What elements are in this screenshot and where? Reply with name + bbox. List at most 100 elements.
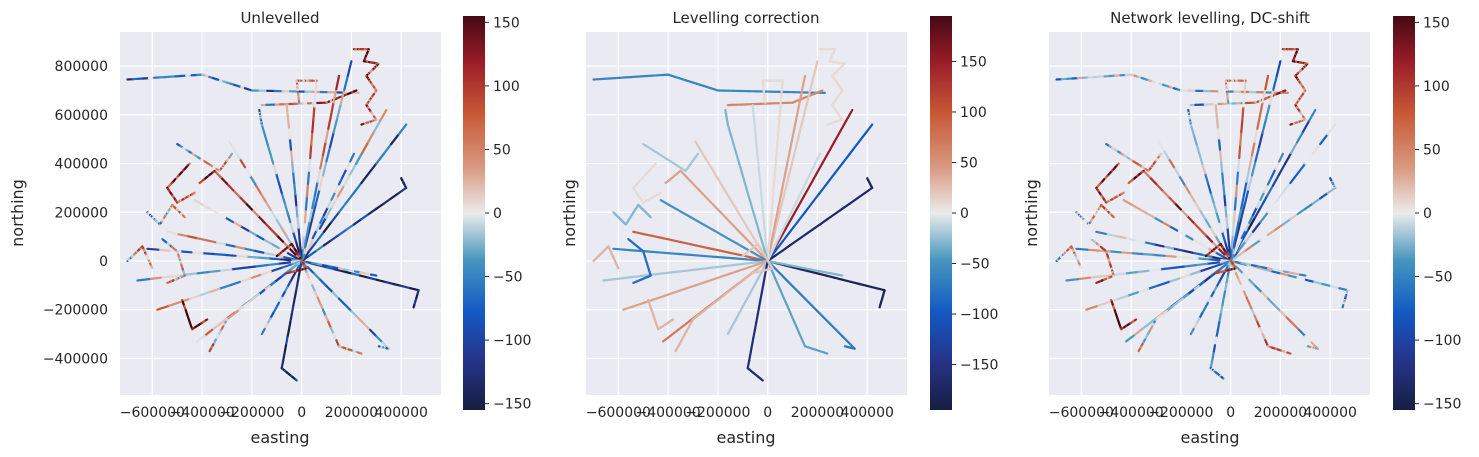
survey-line-segment: [343, 74, 349, 91]
survey-line-segment: [1214, 234, 1222, 246]
survey-line-segment: [352, 181, 363, 194]
survey-line-segment: [233, 245, 246, 250]
survey-line-segment: [750, 336, 755, 347]
survey-line-segment: [277, 261, 291, 265]
survey-line-segment: [810, 303, 819, 313]
survey-line-segment: [159, 275, 174, 279]
survey-line-segment: [1211, 351, 1215, 362]
survey-line-segment: [1079, 265, 1083, 270]
survey-line-segment: [808, 270, 819, 275]
survey-line-segment: [293, 290, 298, 301]
survey-line-segment: [335, 74, 341, 91]
survey-line-segment: [808, 173, 818, 187]
x-axis-label: easting: [1181, 428, 1240, 447]
survey-line-segment: [1219, 305, 1224, 316]
survey-line-segment: [1095, 281, 1099, 284]
survey-line-segment: [780, 188, 787, 205]
survey-line-segment: [653, 294, 666, 301]
survey-line-segment: [308, 278, 314, 287]
survey-line-segment: [796, 233, 807, 242]
plot-area: [586, 32, 907, 395]
survey-line-segment: [1095, 230, 1108, 235]
x-tick-label: −600000: [120, 405, 185, 421]
survey-line-segment: [856, 133, 866, 146]
survey-line-segment: [1207, 258, 1221, 262]
survey-line-segment: [832, 130, 842, 144]
survey-line-segment: [283, 201, 289, 214]
survey-line-segment: [1198, 208, 1207, 220]
survey-line-segment: [266, 143, 272, 155]
survey-line-segment: [824, 352, 829, 355]
survey-line-segment: [319, 302, 325, 311]
survey-line-segment: [787, 160, 794, 177]
survey-line-segment: [1231, 221, 1236, 237]
survey-line-segment: [334, 183, 341, 194]
survey-line-segment: [625, 275, 640, 279]
survey-line-segment: [166, 281, 170, 284]
survey-line-segment: [1174, 255, 1188, 259]
survey-line-segment: [763, 226, 767, 240]
survey-line-segment: [697, 220, 708, 228]
survey-line-segment: [1296, 162, 1307, 175]
survey-line-segment: [768, 221, 773, 237]
survey-line-segment: [801, 339, 807, 348]
survey-line-segment: [1133, 239, 1146, 244]
survey-line-segment: [1208, 225, 1217, 237]
survey-line-segment: [795, 326, 801, 336]
survey-line-segment: [286, 115, 290, 129]
survey-line-segment: [379, 108, 388, 122]
survey-line-segment: [1215, 211, 1221, 224]
survey-line-segment: [1195, 143, 1201, 155]
survey-line-segment: [207, 287, 221, 294]
survey-line-segment: [1183, 183, 1191, 194]
survey-line-segment: [382, 197, 393, 205]
survey-line-segment: [797, 291, 807, 300]
survey-line-segment: [257, 289, 266, 296]
colorbar-tick-label: 150: [493, 15, 520, 31]
survey-line-segment: [1241, 272, 1251, 281]
survey-line-segment: [776, 131, 780, 147]
survey-line-segment: [841, 335, 850, 344]
survey-line-segment: [714, 273, 728, 280]
survey-line-segment: [771, 182, 776, 198]
survey-line-segment: [244, 202, 253, 211]
survey-line-segment: [166, 301, 179, 308]
survey-line-segment: [788, 220, 799, 233]
survey-line-segment: [1137, 347, 1141, 353]
survey-line-segment: [1225, 275, 1229, 286]
survey-line-segment: [749, 344, 754, 354]
survey-line-segment: [875, 287, 886, 292]
survey-line-segment: [285, 251, 296, 258]
survey-line-segment: [1161, 189, 1170, 198]
survey-line-segment: [1086, 248, 1100, 252]
survey-line-segment: [725, 191, 733, 203]
survey-line-segment: [208, 347, 212, 353]
survey-line-segment: [1254, 285, 1263, 294]
survey-line-segment: [254, 183, 262, 194]
survey-line-segment: [1123, 271, 1138, 275]
survey-line-segment: [1278, 152, 1285, 163]
survey-line-segment: [197, 291, 210, 297]
survey-line-segment: [1287, 352, 1292, 355]
survey-line-segment: [1281, 218, 1292, 226]
survey-line-marks: [126, 47, 420, 382]
survey-line-segment: [778, 227, 787, 241]
survey-line-segment: [278, 258, 292, 262]
survey-line-segment: [1240, 193, 1246, 210]
survey-line-segment: [1192, 133, 1198, 146]
colorbar: −150 −100 −50 0 50 100 150: [1393, 15, 1461, 413]
survey-line-segment: [793, 114, 799, 130]
survey-line-segment: [342, 173, 352, 187]
survey-line-segment: [1214, 251, 1225, 258]
survey-line-segment: [738, 162, 744, 175]
survey-line-segment: [1157, 140, 1165, 152]
survey-line-segment: [690, 216, 701, 223]
survey-line-segment: [305, 272, 311, 281]
survey-line-segment: [354, 152, 364, 165]
survey-line-segment: [714, 174, 723, 186]
survey-line-segment: [228, 280, 241, 287]
survey-line-segment: [704, 195, 713, 205]
survey-line-segment: [632, 281, 636, 284]
survey-line-segment: [699, 149, 707, 160]
chart-title: Network levelling, DC-shift: [1110, 9, 1310, 27]
